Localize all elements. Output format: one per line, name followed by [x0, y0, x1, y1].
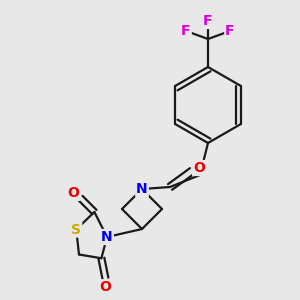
Text: N: N — [101, 230, 113, 244]
Text: N: N — [136, 182, 148, 196]
Text: F: F — [225, 24, 235, 38]
Text: O: O — [68, 186, 79, 200]
Text: F: F — [181, 24, 191, 38]
Text: S: S — [71, 223, 81, 236]
Text: F: F — [203, 14, 213, 28]
Text: O: O — [193, 161, 205, 175]
Text: O: O — [100, 280, 111, 294]
